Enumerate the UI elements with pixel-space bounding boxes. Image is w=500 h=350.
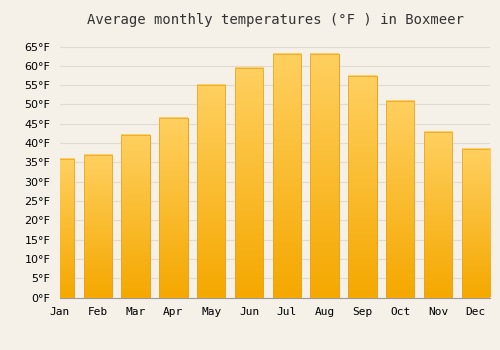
- Bar: [197, 85, 226, 298]
- Bar: [462, 149, 490, 298]
- Bar: [159, 118, 188, 297]
- Bar: [159, 118, 188, 297]
- Bar: [424, 132, 452, 298]
- Bar: [424, 132, 452, 298]
- Title: Average monthly temperatures (°F ) in Boxmeer: Average monthly temperatures (°F ) in Bo…: [86, 13, 464, 27]
- Bar: [235, 68, 263, 298]
- Bar: [122, 135, 150, 298]
- Bar: [84, 155, 112, 298]
- Bar: [46, 159, 74, 298]
- Bar: [46, 159, 74, 298]
- Bar: [386, 101, 414, 298]
- Bar: [272, 54, 301, 298]
- Bar: [84, 155, 112, 298]
- Bar: [235, 68, 263, 298]
- Bar: [348, 76, 376, 298]
- Bar: [122, 135, 150, 298]
- Bar: [310, 54, 339, 298]
- Bar: [348, 76, 376, 298]
- Bar: [462, 149, 490, 298]
- Bar: [310, 54, 339, 298]
- Bar: [197, 85, 226, 298]
- Bar: [386, 101, 414, 298]
- Bar: [272, 54, 301, 298]
